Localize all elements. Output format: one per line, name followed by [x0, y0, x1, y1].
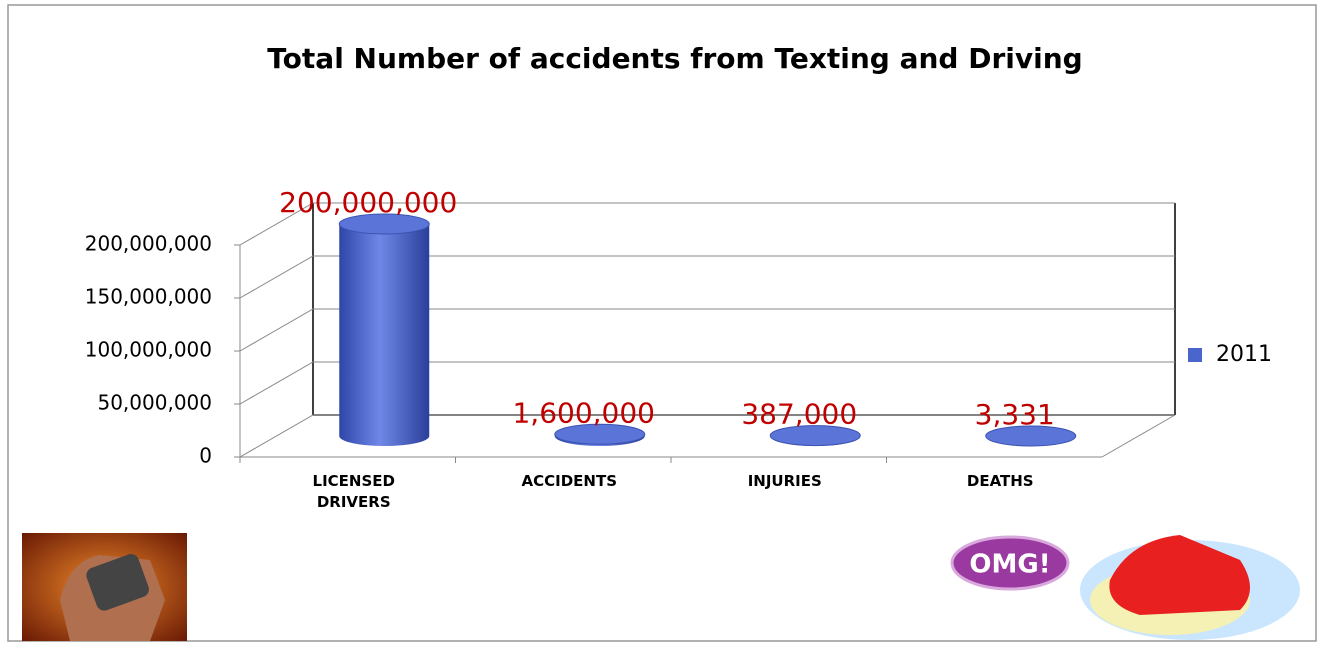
bar-top	[554, 423, 646, 445]
floor-right	[1101, 414, 1176, 458]
x-tick-label: LICENSED DRIVERS	[312, 472, 395, 511]
bar-top	[338, 213, 430, 235]
axes	[234, 202, 1176, 463]
value-label: 1,600,000	[512, 396, 655, 429]
car-picture: OMG!	[950, 535, 1300, 640]
phone-picture	[22, 533, 187, 641]
y-tick-label: 100,000,000	[85, 338, 212, 362]
bar	[769, 425, 861, 447]
bar-top	[769, 425, 861, 447]
y-tick-label: 150,000,000	[85, 285, 212, 309]
bar-body	[339, 224, 430, 447]
grid-line	[239, 308, 1175, 352]
x-tick-label: ACCIDENTS	[521, 472, 618, 490]
grid-line	[239, 414, 1175, 458]
legend-label: 2011	[1216, 342, 1272, 367]
bar	[338, 213, 430, 447]
annotation: OMG!	[969, 550, 1050, 580]
x-tick-label: DEATHS	[966, 472, 1034, 490]
bar	[554, 423, 646, 447]
bar	[985, 425, 1077, 447]
value-label: 387,000	[741, 398, 857, 431]
legend-swatch	[1188, 348, 1202, 362]
chart-title: Total Number of accidents from Texting a…	[267, 42, 1082, 75]
frame	[7, 4, 1317, 642]
bar-top	[985, 425, 1077, 447]
y-tick-label: 50,000,000	[97, 391, 212, 415]
x-tick-label: INJURIES	[747, 472, 822, 490]
grid-line	[239, 255, 1175, 299]
y-tick-label: 0	[199, 444, 212, 468]
value-label: 3,331	[975, 398, 1055, 431]
y-tick-label: 200,000,000	[85, 232, 212, 256]
grid-line	[239, 361, 1175, 405]
grid-line	[239, 202, 1175, 246]
value-label: 200,000,000	[279, 186, 457, 219]
